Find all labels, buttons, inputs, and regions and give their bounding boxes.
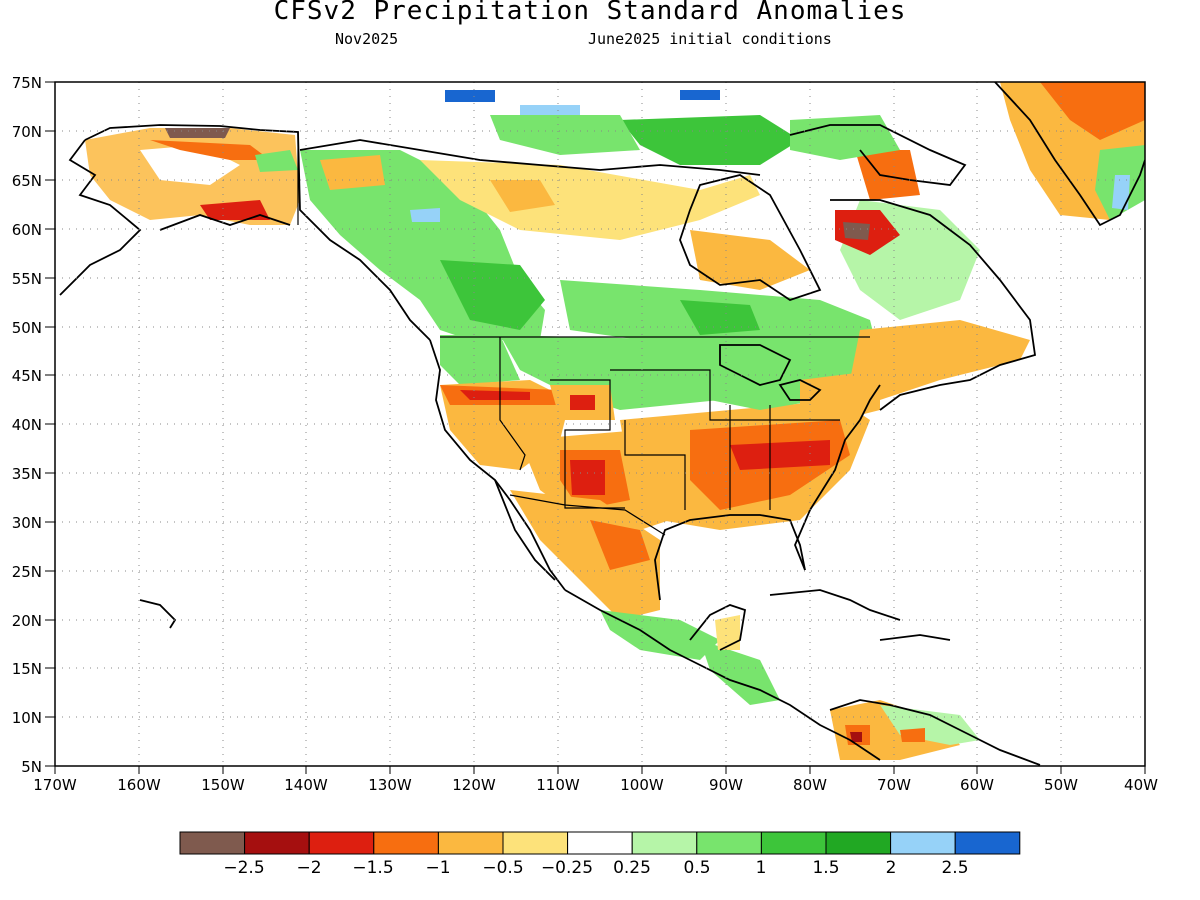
lat-label: 45N bbox=[12, 367, 42, 385]
lon-label: 110W bbox=[536, 776, 580, 794]
central-america-wet bbox=[700, 640, 780, 705]
ontario-strong-wet bbox=[680, 300, 760, 335]
yukon-blue-spot bbox=[410, 208, 440, 222]
yukon-dry-patch bbox=[320, 155, 385, 190]
lon-label: 120W bbox=[452, 776, 496, 794]
colorbar-swatch bbox=[825, 831, 892, 855]
hudson-bay-dry bbox=[690, 230, 810, 290]
mexico-south-wet bbox=[600, 610, 720, 660]
colorbar-label: −2 bbox=[296, 858, 321, 878]
colorbar bbox=[179, 831, 1021, 855]
colorbar-label: 0.25 bbox=[613, 858, 651, 878]
lat-label: 25N bbox=[12, 563, 42, 581]
lon-ticks bbox=[54, 766, 1146, 774]
lon-label: 170W bbox=[33, 776, 77, 794]
lat-label: 50N bbox=[12, 319, 42, 337]
lon-axis: 170W 160W 150W 140W 130W 120W 110W 100W … bbox=[33, 776, 1158, 794]
lat-label: 20N bbox=[12, 612, 42, 630]
lat-label: 60N bbox=[12, 221, 42, 239]
labrador-dark-spot bbox=[843, 222, 870, 240]
arctic-lightblue bbox=[520, 105, 580, 115]
colorbar-label: −0.25 bbox=[541, 858, 593, 878]
political-borders bbox=[297, 132, 870, 536]
lat-label: 70N bbox=[12, 123, 42, 141]
colombia-red bbox=[850, 732, 862, 742]
colorbar-swatch bbox=[890, 831, 956, 855]
arctic-blue-top bbox=[445, 90, 495, 102]
lon-label: 160W bbox=[117, 776, 161, 794]
colorbar-swatch bbox=[373, 831, 439, 855]
greenland-orange bbox=[1040, 82, 1145, 140]
northern-plains-wet bbox=[500, 335, 720, 410]
venezuela-orange-spot bbox=[900, 728, 925, 742]
yucatan-dry bbox=[715, 615, 740, 650]
arctic-blue-top-2 bbox=[680, 90, 720, 100]
lat-label: 30N bbox=[12, 514, 42, 532]
colorbar-swatch bbox=[179, 831, 246, 855]
colorbar-label: −1 bbox=[425, 858, 450, 878]
colorbar-swatch bbox=[631, 831, 698, 855]
colorbar-label: −1.5 bbox=[352, 858, 393, 878]
lon-label: 150W bbox=[201, 776, 245, 794]
lon-label: 80W bbox=[793, 776, 827, 794]
lon-label: 60W bbox=[960, 776, 994, 794]
lat-label: 10N bbox=[12, 709, 42, 727]
colorado-red-spot bbox=[570, 395, 595, 410]
colorbar-swatch bbox=[760, 831, 827, 855]
northeast-us-dry bbox=[800, 370, 880, 420]
alaska-dark-spot bbox=[165, 128, 230, 138]
maritimes-dry bbox=[850, 320, 1030, 400]
colorbar-swatch bbox=[567, 831, 633, 855]
lat-label: 5N bbox=[21, 758, 42, 776]
tennessee-red bbox=[730, 440, 830, 470]
colorbar-label: 1.5 bbox=[812, 858, 839, 878]
mexico-orange bbox=[590, 520, 650, 570]
arctic-wet-north bbox=[620, 115, 800, 165]
arctic-orange-patches bbox=[490, 180, 555, 212]
colorbar-swatch bbox=[696, 831, 762, 855]
alaska-south-dry bbox=[200, 200, 270, 220]
colorbar-labels: −2.5 −2 −1.5 −1 −0.5 −0.25 0.25 0.5 1 1.… bbox=[223, 858, 968, 878]
lat-label: 65N bbox=[12, 172, 42, 190]
map-title: CFSv2 Precipitation Standard Anomalies bbox=[273, 0, 907, 26]
lat-ticks bbox=[45, 81, 55, 767]
coastlines bbox=[59, 82, 1145, 766]
lon-label: 130W bbox=[368, 776, 412, 794]
alaska-red-band bbox=[150, 140, 270, 160]
new-mexico-red bbox=[570, 460, 605, 495]
colorbar-swatch bbox=[308, 831, 375, 855]
lon-label: 50W bbox=[1044, 776, 1078, 794]
colorbar-label: −0.5 bbox=[482, 858, 523, 878]
valid-month-label: Nov2025 bbox=[335, 30, 399, 48]
lat-label: 40N bbox=[12, 416, 42, 434]
nw-canada-strong-wet bbox=[440, 260, 545, 330]
arctic-wet-mid bbox=[490, 115, 640, 155]
colorbar-label: 2.5 bbox=[941, 858, 968, 878]
lat-label: 35N bbox=[12, 465, 42, 483]
colorbar-label: 2 bbox=[886, 858, 897, 878]
west-us-red-band bbox=[460, 390, 530, 400]
lon-label: 70W bbox=[877, 776, 911, 794]
lat-axis: 75N 70N 65N 60N 55N 50N 45N 40N 35N 30N … bbox=[12, 74, 42, 776]
colorbar-swatch bbox=[954, 831, 1021, 855]
alaska-wet-patch bbox=[255, 150, 298, 172]
colorbar-swatch bbox=[502, 831, 569, 855]
baffin-wet bbox=[790, 115, 900, 160]
baffin-dry bbox=[855, 150, 920, 200]
lon-label: 100W bbox=[620, 776, 664, 794]
lon-label: 40W bbox=[1124, 776, 1158, 794]
colorbar-swatch bbox=[437, 831, 504, 855]
lon-label: 90W bbox=[709, 776, 743, 794]
colorbar-label: 1 bbox=[756, 858, 767, 878]
colorbar-swatch bbox=[244, 831, 310, 855]
lat-label: 55N bbox=[12, 270, 42, 288]
init-conditions-label: June2025 initial conditions bbox=[588, 30, 832, 48]
lat-label: 75N bbox=[12, 74, 42, 92]
colorbar-label: 0.5 bbox=[683, 858, 710, 878]
greenland-blue bbox=[1112, 175, 1130, 210]
lon-label: 140W bbox=[284, 776, 328, 794]
colorbar-label: −2.5 bbox=[223, 858, 264, 878]
lat-label: 15N bbox=[12, 660, 42, 678]
